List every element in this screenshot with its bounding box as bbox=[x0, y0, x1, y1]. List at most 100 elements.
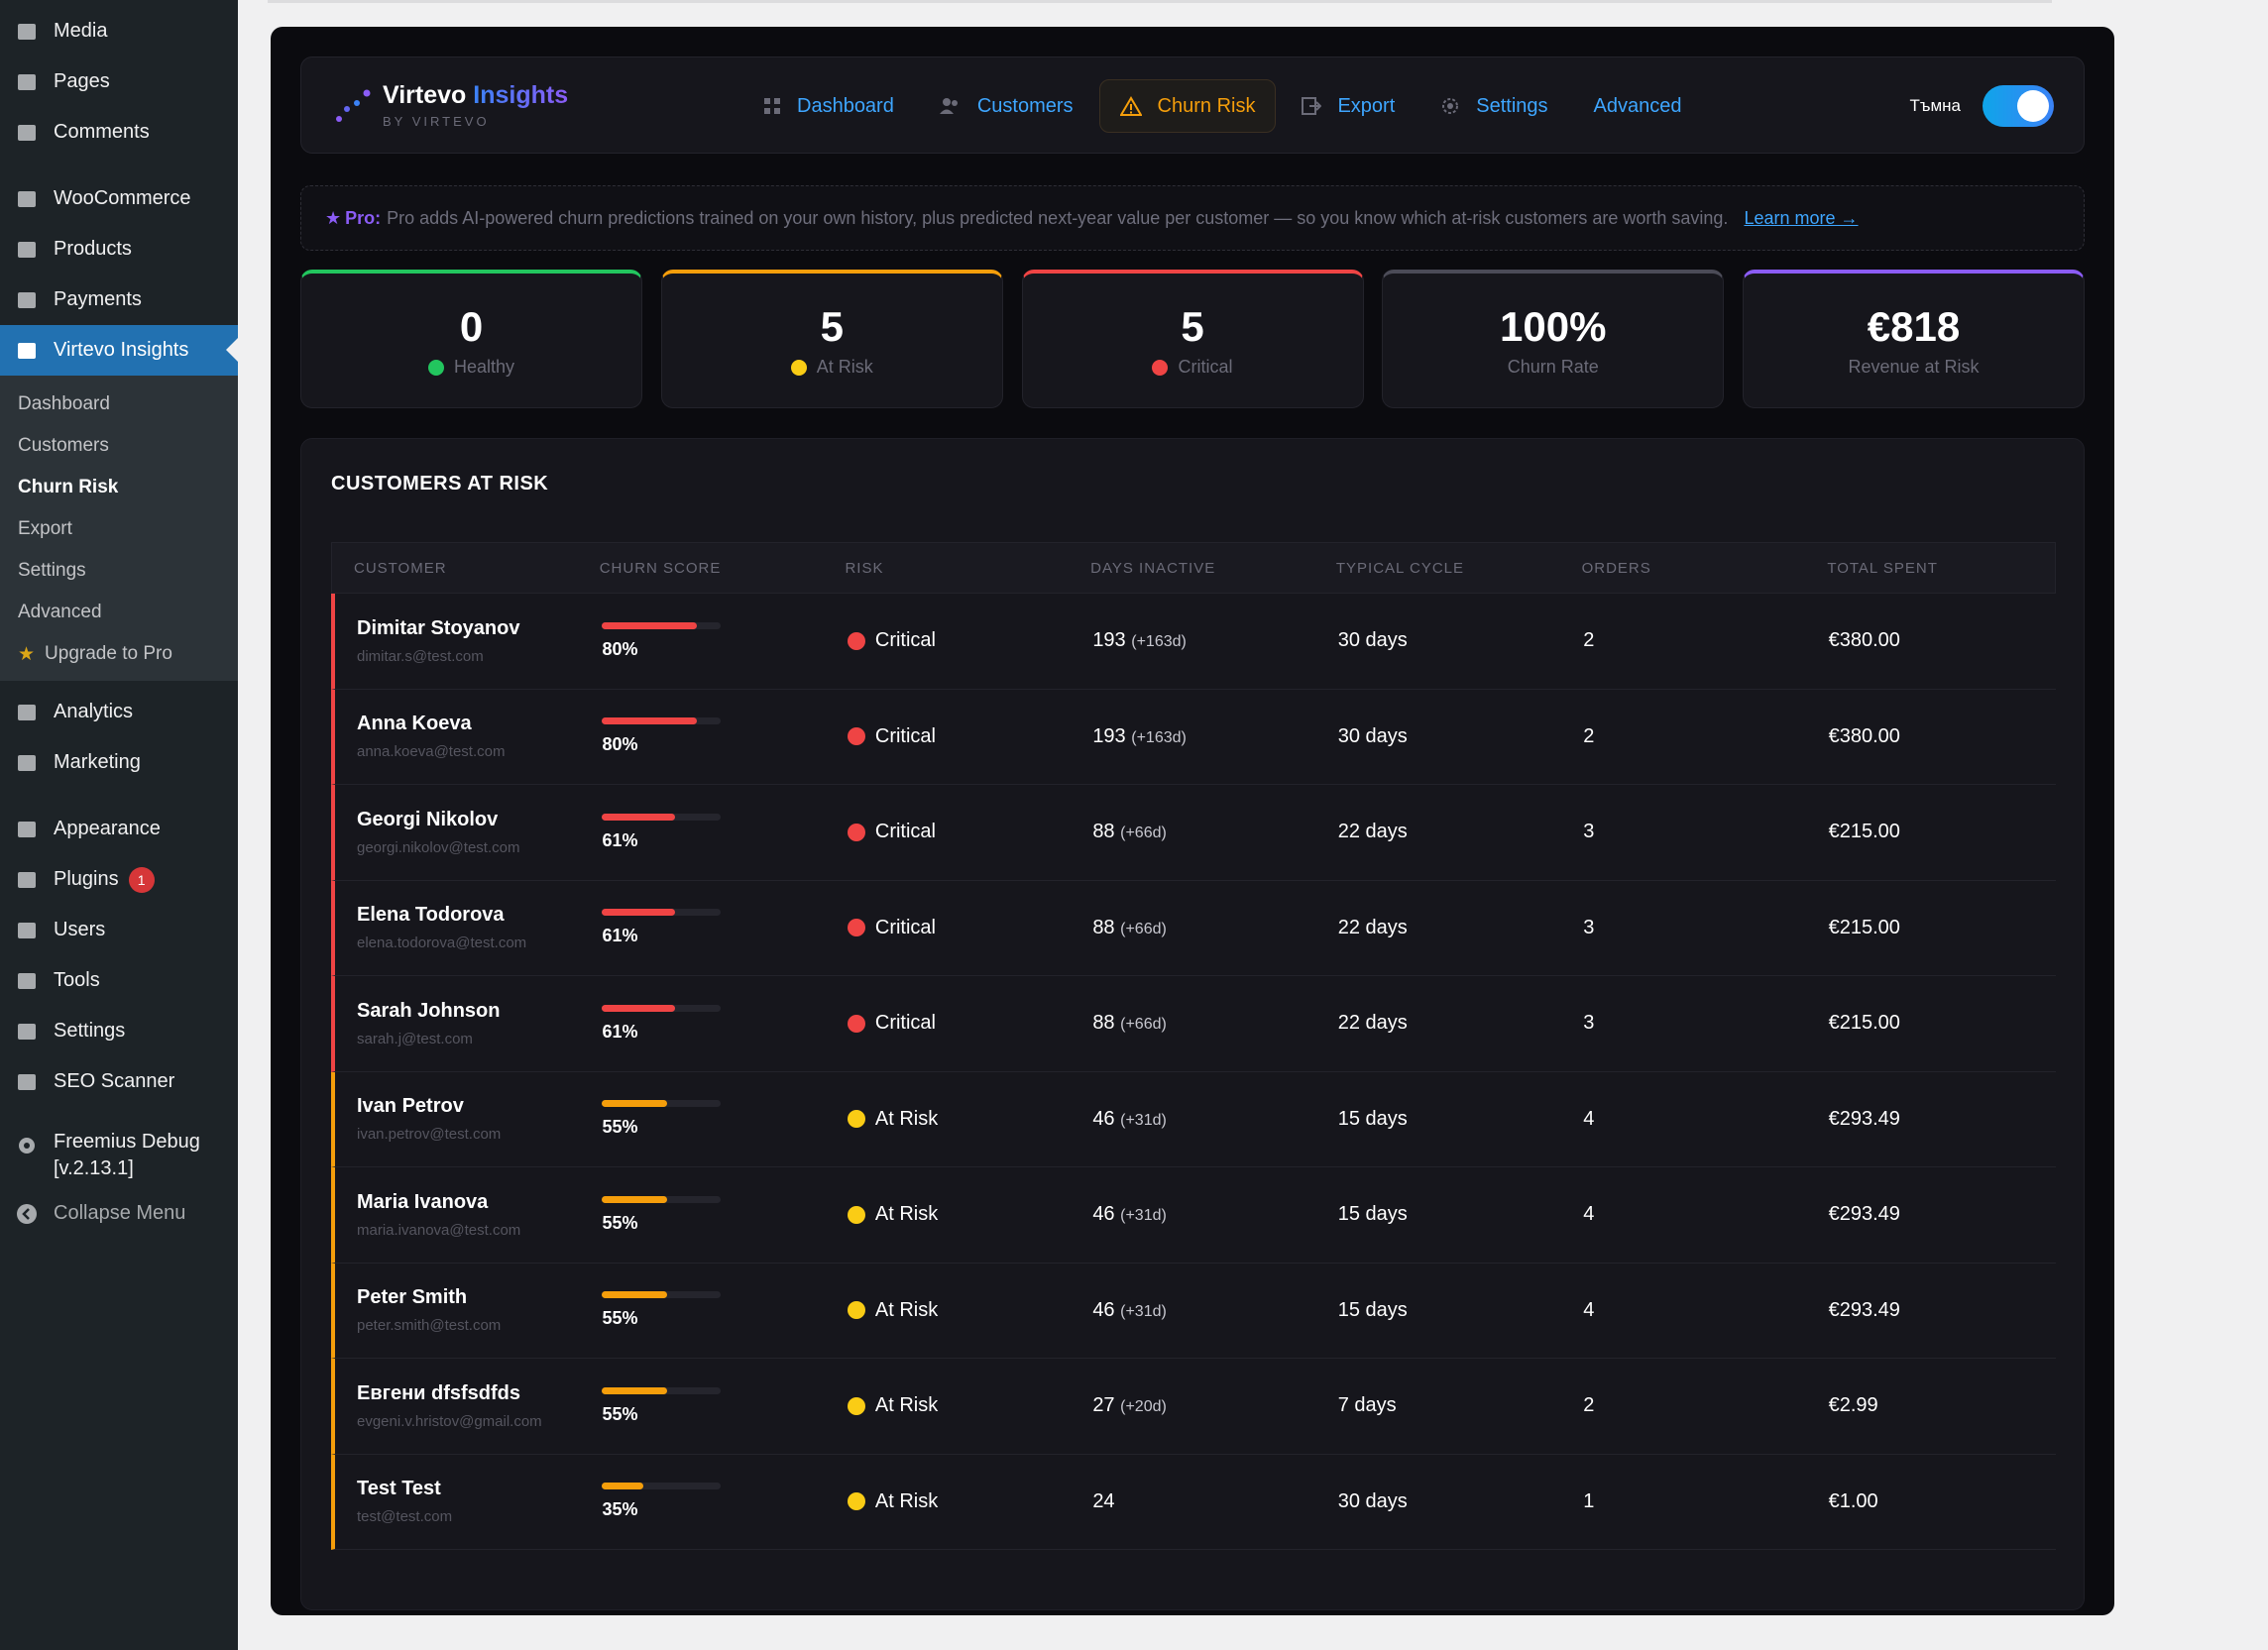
sidebar-item-virtevo-insights[interactable]: Virtevo Insights bbox=[0, 325, 238, 376]
sidebar-item-payments[interactable]: Payments bbox=[0, 275, 238, 325]
sidebar-item-freemius[interactable]: Freemius Debug [v.2.13.1] bbox=[0, 1123, 238, 1188]
column-header: TYPICAL CYCLE bbox=[1335, 559, 1465, 577]
customers-at-risk-panel: CUSTOMERS AT RISK CUSTOMER CHURN SCORE RIS… bbox=[300, 438, 2085, 1610]
learn-more-link[interactable]: Learn more → bbox=[1744, 207, 1859, 228]
table-row[interactable]: Maria Ivanova maria.ivanova@test.com 55% At… bbox=[331, 1167, 2056, 1264]
days-inactive-cell: 46 (+31d) bbox=[1071, 1299, 1315, 1322]
churn-score-bar bbox=[602, 1386, 722, 1394]
column-header: CHURN SCORE bbox=[599, 559, 722, 577]
churn-score-cell: 55% bbox=[580, 1195, 825, 1234]
sidebar-item-seo-scanner[interactable]: SEO Scanner bbox=[0, 1056, 238, 1107]
churn-score-cell: 80% bbox=[580, 621, 825, 660]
submenu-item-churn-risk[interactable]: Churn Risk bbox=[18, 477, 119, 497]
pro-label: Pro: bbox=[345, 207, 382, 228]
stat-label-text: At Risk bbox=[816, 357, 873, 377]
customer-cell: Ivan Petrov ivan.petrov@test.com bbox=[335, 1095, 580, 1143]
customer-email: georgi.nikolov@test.com bbox=[357, 838, 520, 856]
risk-badge: At Risk bbox=[847, 1203, 1071, 1226]
sidebar-item-marketing[interactable]: Marketing bbox=[0, 737, 238, 788]
customer-email: maria.ivanova@test.com bbox=[357, 1221, 521, 1239]
tab-customers[interactable]: Customers bbox=[920, 79, 1093, 133]
total-spent-cell: €293.49 bbox=[1828, 1107, 1900, 1130]
table-row[interactable]: Евгени dfsfsdfds evgeni.v.hristov@gmail.c… bbox=[331, 1359, 2056, 1455]
orders-cell: 3 bbox=[1583, 821, 1595, 843]
customer-name[interactable]: Ivan Petrov bbox=[357, 1095, 464, 1118]
table-row[interactable]: Anna Koeva anna.koeva@test.com 80% Critical… bbox=[331, 689, 2056, 785]
typical-cycle-cell: 30 days bbox=[1337, 629, 1408, 652]
pro-text: Pro adds AI-powered churn predictions tr… bbox=[387, 207, 1729, 228]
tools-icon bbox=[12, 966, 42, 996]
stats-row: 0 Healthy 5 At Risk 5 Critical 100% Churn Rate €… bbox=[300, 270, 2085, 408]
sidebar-item-products[interactable]: Products bbox=[0, 224, 238, 275]
brand-name: Virtevo Insights bbox=[383, 81, 569, 109]
days-inactive-cell: 27 (+20d) bbox=[1071, 1394, 1315, 1417]
sidebar-item-analytics[interactable]: Analytics bbox=[0, 687, 238, 737]
status-dot-icon bbox=[427, 359, 444, 376]
tab-dashboard[interactable]: Dashboard bbox=[743, 79, 914, 133]
stat-label: Churn Rate bbox=[1508, 357, 1599, 378]
tab-settings[interactable]: Settings bbox=[1420, 79, 1567, 133]
submenu-item-settings[interactable]: Settings bbox=[18, 560, 86, 581]
submenu-item-dashboard[interactable]: Dashboard bbox=[18, 393, 110, 414]
stat-label-text: Critical bbox=[1178, 357, 1233, 377]
customer-name[interactable]: Dimitar Stoyanov bbox=[357, 616, 520, 639]
submenu-item-advanced[interactable]: Advanced bbox=[18, 602, 102, 622]
tab-churn-risk[interactable]: Churn Risk bbox=[1098, 79, 1277, 133]
sidebar-item-pages[interactable]: Pages bbox=[0, 56, 238, 107]
collapse-label: Collapse Menu bbox=[54, 1202, 186, 1224]
sidebar-item-appearance[interactable]: Appearance bbox=[0, 804, 238, 854]
sidebar-item-woocommerce[interactable]: WooCommerce bbox=[0, 173, 238, 224]
risk-dot-icon bbox=[847, 1205, 865, 1224]
table-row[interactable]: Ivan Petrov ivan.petrov@test.com 55% At Ris… bbox=[331, 1071, 2056, 1167]
risk-label: Critical bbox=[874, 821, 936, 843]
tab-export[interactable]: Export bbox=[1282, 79, 1415, 133]
customer-name[interactable]: Евгени dfsfsdfds bbox=[357, 1381, 521, 1404]
sidebar-item-tools[interactable]: Tools bbox=[0, 955, 238, 1006]
tab-advanced[interactable]: Advanced bbox=[1574, 79, 1702, 133]
risk-cell: At Risk bbox=[826, 1394, 1071, 1417]
customer-name[interactable]: Peter Smith bbox=[357, 1286, 468, 1309]
submenu-item-customers[interactable]: Customers bbox=[18, 435, 109, 456]
sidebar-item-comments[interactable]: Comments bbox=[0, 107, 238, 158]
days-inactive-cell: 88 (+66d) bbox=[1071, 1012, 1315, 1035]
customer-cell: Peter Smith peter.smith@test.com bbox=[335, 1286, 580, 1334]
table-row[interactable]: Elena Todorova elena.todorova@test.com 61%… bbox=[331, 880, 2056, 976]
customer-name[interactable]: Test Test bbox=[357, 1478, 441, 1500]
table-row[interactable]: Dimitar Stoyanov dimitar.s@test.com 80% Cri… bbox=[331, 594, 2056, 690]
risk-cell: Critical bbox=[826, 821, 1071, 843]
customer-name[interactable]: Maria Ivanova bbox=[357, 1190, 489, 1213]
main-tabs: Dashboard Customers Churn Risk Export Settin… bbox=[743, 79, 1708, 133]
sidebar-item-plugins[interactable]: Plugins 1 bbox=[0, 854, 238, 905]
table-row[interactable]: Test Test test@test.com 35% At Risk 24 30 day… bbox=[331, 1454, 2056, 1550]
days-overdue: (+163d) bbox=[1131, 633, 1187, 651]
days-inactive-value: 88 bbox=[1092, 916, 1121, 938]
stat-label-text: Revenue at Risk bbox=[1848, 357, 1980, 377]
customer-name[interactable]: Anna Koeva bbox=[357, 713, 472, 735]
submenu-item-upgrade[interactable]: ★ Upgrade to Pro bbox=[0, 633, 238, 675]
risk-badge: At Risk bbox=[847, 1490, 1071, 1513]
risk-cell: Critical bbox=[826, 917, 1071, 939]
dark-mode-toggle[interactable] bbox=[1983, 85, 2054, 127]
table-row[interactable]: Sarah Johnson sarah.j@test.com 61% Critical… bbox=[331, 976, 2056, 1072]
table-row[interactable]: Georgi Nikolov georgi.nikolov@test.com 61%… bbox=[331, 785, 2056, 881]
sidebar-item-settings[interactable]: Settings bbox=[0, 1006, 238, 1056]
collapse-menu-button[interactable]: Collapse Menu bbox=[0, 1188, 238, 1239]
table-row[interactable]: Peter Smith peter.smith@test.com 55% At Ris… bbox=[331, 1263, 2056, 1359]
gear-icon bbox=[12, 1131, 42, 1160]
wp-admin-sidebar: Media Pages Comments WooCommerce Products Pa… bbox=[0, 0, 238, 1650]
risk-dot-icon bbox=[847, 631, 865, 650]
toggle-knob bbox=[2017, 90, 2049, 122]
sidebar-item-users[interactable]: Users bbox=[0, 905, 238, 955]
risk-cell: Critical bbox=[826, 1012, 1071, 1035]
typical-cycle-cell: 22 days bbox=[1337, 1012, 1408, 1035]
orders-cell: 4 bbox=[1583, 1298, 1595, 1321]
customer-name[interactable]: Elena Todorova bbox=[357, 904, 505, 927]
customer-name[interactable]: Sarah Johnson bbox=[357, 999, 501, 1022]
analytics-icon bbox=[12, 698, 42, 727]
customer-name[interactable]: Georgi Nikolov bbox=[357, 808, 499, 830]
submenu-item-export[interactable]: Export bbox=[18, 518, 72, 539]
stat-label: Critical bbox=[1152, 357, 1233, 378]
churn-score-bar bbox=[602, 1291, 722, 1299]
customer-cell: Евгени dfsfsdfds evgeni.v.hristov@gmail.c… bbox=[335, 1382, 580, 1430]
sidebar-item-media[interactable]: Media bbox=[0, 6, 238, 56]
